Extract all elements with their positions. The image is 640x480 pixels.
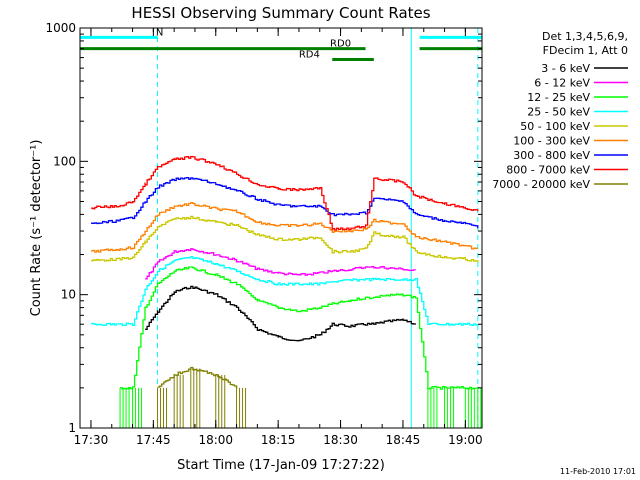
- y-tick-label-3: 1000: [45, 21, 76, 35]
- y-tick-label-2: 100: [53, 154, 76, 168]
- annotation-label-n: N: [156, 27, 163, 38]
- x-tick-label-3: 18:15: [261, 433, 296, 447]
- series-trace-4: [91, 215, 479, 263]
- annotation-label-rd4: RD4: [299, 50, 320, 61]
- series-trace-1: [145, 248, 417, 280]
- text-layer: N RD0 RD4 1 10 100 1000 17:30 17:45 18:00 18:15 18:…: [29, 4, 636, 476]
- series-trace-6: [91, 176, 479, 229]
- series-trace-5: [91, 202, 478, 253]
- series-0: [145, 285, 417, 342]
- y-tick-label-1: 10: [61, 288, 76, 302]
- footer-date: 11-Feb-2010 17:01: [560, 467, 636, 476]
- series-8: [157, 366, 247, 428]
- series-3: [91, 255, 479, 327]
- plot-frame: [79, 27, 483, 429]
- legend-label-0: 3 - 6 keV: [541, 62, 590, 75]
- y-axis-title: Count Rate (s⁻¹ detector⁻¹): [29, 140, 44, 317]
- x-tick-label-5: 18:45: [386, 433, 421, 447]
- x-tick-label-0: 17:30: [74, 433, 109, 447]
- series-7: [91, 155, 479, 231]
- series-trace-3: [91, 255, 479, 327]
- axes-layer: [79, 27, 483, 429]
- legend-header-line-1: FDecim 1, Att 0: [543, 44, 628, 57]
- marks-layer: [80, 28, 482, 428]
- legend-label-8: 7000 - 20000 keV: [492, 178, 590, 191]
- legend-label-7: 800 - 7000 keV: [506, 164, 590, 177]
- x-tick-label-2: 18:00: [198, 433, 233, 447]
- x-tick-label-6: 19:00: [448, 433, 483, 447]
- series-2: [119, 266, 482, 428]
- x-tick-label-4: 18:30: [323, 433, 358, 447]
- legend-label-5: 100 - 300 keV: [513, 135, 590, 148]
- legend-label-6: 300 - 800 keV: [513, 149, 590, 162]
- legend-label-3: 25 - 50 keV: [527, 106, 590, 119]
- series-1: [145, 248, 417, 280]
- legend-label-2: 12 - 25 keV: [527, 91, 590, 104]
- series-5: [91, 202, 478, 253]
- chart-title: HESSI Observing Summary Count Rates: [131, 4, 430, 22]
- legend-label-4: 50 - 100 keV: [520, 120, 590, 133]
- x-tick-label-1: 17:45: [136, 433, 171, 447]
- legend-header-line-0: Det 1,3,4,5,6,9,: [542, 30, 628, 43]
- series-trace-7: [91, 155, 479, 231]
- series-trace-2: [120, 266, 479, 390]
- series-6: [91, 176, 479, 229]
- y-tick-label-0: 1: [68, 421, 76, 435]
- series-4: [91, 215, 479, 263]
- annotation-label-rd0: RD0: [330, 39, 351, 50]
- legend-label-1: 6 - 12 keV: [534, 77, 590, 90]
- x-axis-title: Start Time (17-Jan-09 17:27:22): [177, 458, 385, 473]
- series-trace-0: [145, 285, 417, 342]
